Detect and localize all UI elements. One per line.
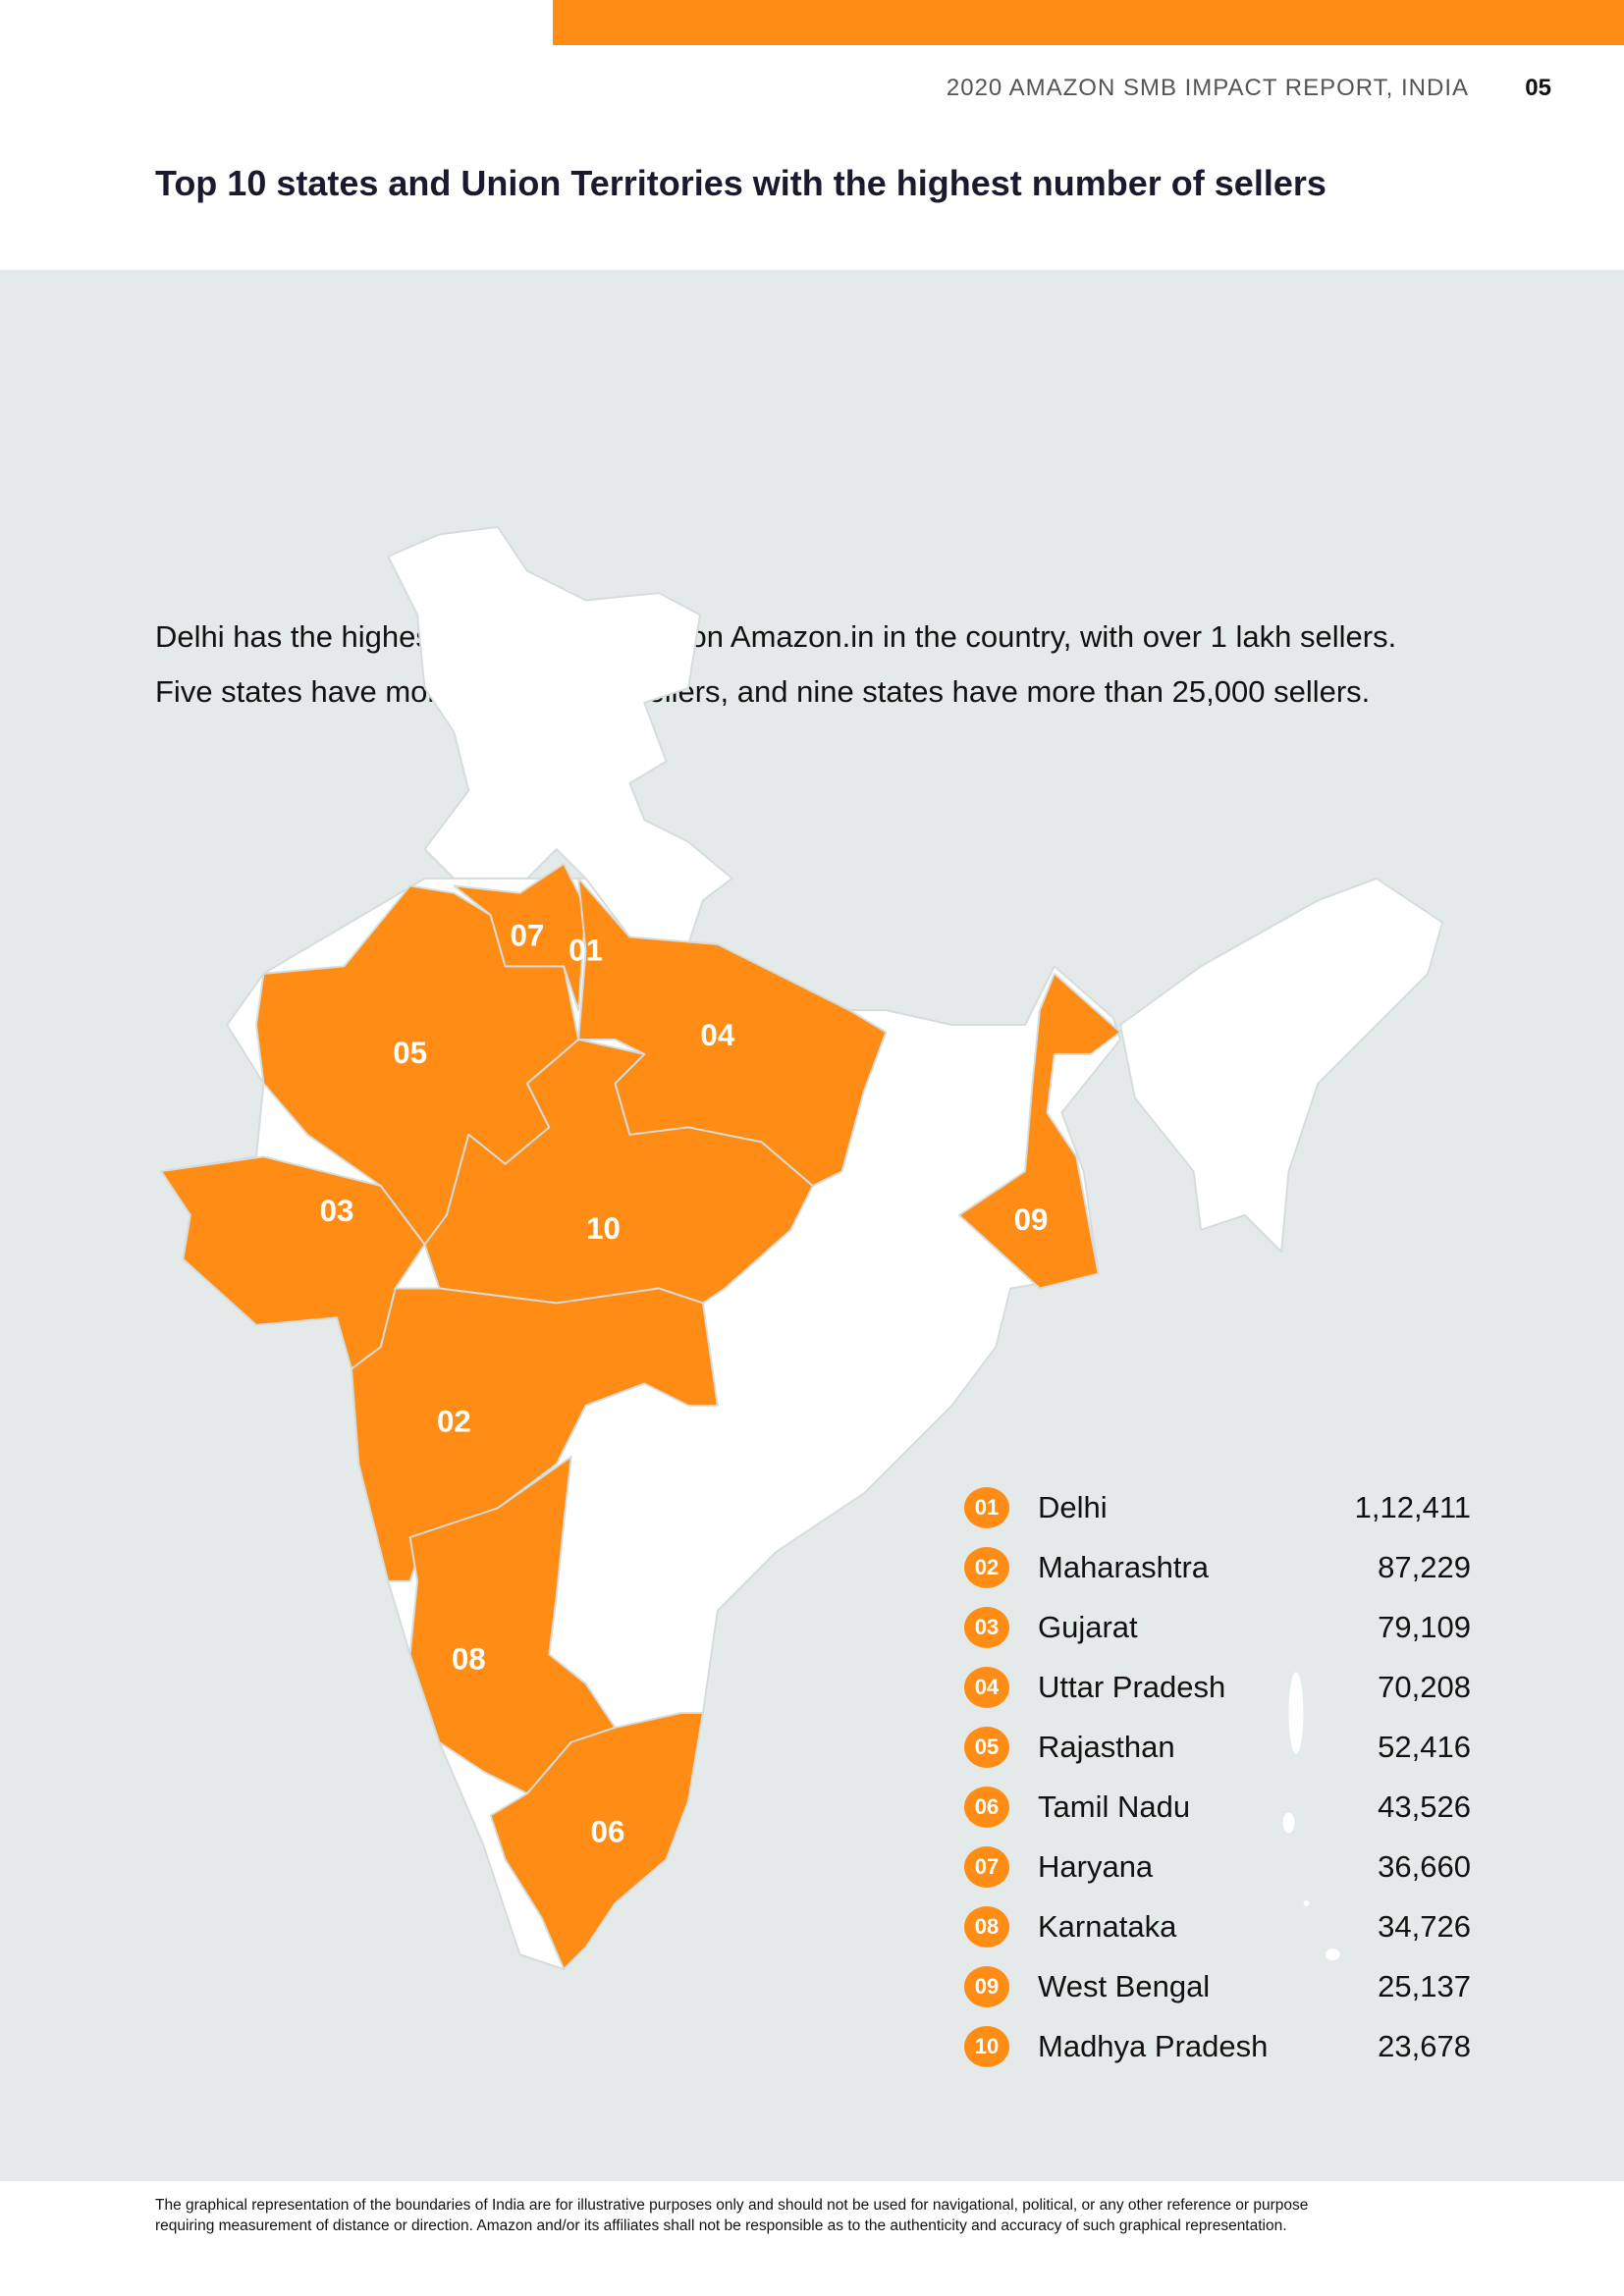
state-name: Uttar Pradesh <box>1038 1670 1226 1704</box>
rank-badge: 07 <box>964 1846 1009 1888</box>
state-name: Haryana <box>1038 1849 1154 1884</box>
state-name: Maharashtra <box>1038 1550 1210 1584</box>
legend-row: 08 Karnataka 34,726 <box>960 1896 1471 1956</box>
map-label: 01 <box>568 933 603 967</box>
state-name: Karnataka <box>1038 1909 1177 1944</box>
page-title: Top 10 states and Union Territories with… <box>155 163 1326 203</box>
intro-line: Delhi has the highest number of sellers … <box>155 619 1397 654</box>
state-name: Madhya Pradesh <box>1038 2029 1269 2063</box>
intro-line: Five states have more than 50,000 seller… <box>155 674 1371 709</box>
region-north <box>387 525 733 945</box>
intro-paragraph: Delhi has the highest number of sellers … <box>155 610 1396 720</box>
legend-row: 01 Delhi 1,12,411 <box>960 1477 1471 1537</box>
running-header: 2020 AMAZON SMB IMPACT REPORT, INDIA 05 <box>0 75 1624 104</box>
island <box>1325 1949 1340 1961</box>
legend-row: 02 Maharashtra 87,229 <box>960 1537 1471 1597</box>
legend-row: 07 Haryana 36,660 <box>960 1837 1471 1896</box>
state-west-bengal <box>957 972 1121 1290</box>
seller-count: 34,726 <box>1378 1909 1471 1944</box>
seller-count: 25,137 <box>1378 1969 1471 2003</box>
rank-badge: 04 <box>964 1667 1009 1708</box>
map-label: 07 <box>511 919 545 953</box>
region-northeast <box>1119 877 1444 1254</box>
map-label: 04 <box>700 1018 734 1052</box>
rank-badge: 10 <box>964 2026 1009 2067</box>
seller-count: 1,12,411 <box>1354 1490 1471 1524</box>
rank-badge: 05 <box>964 1727 1009 1768</box>
legend-row: 03 Gujarat 79,109 <box>960 1597 1471 1657</box>
rank-badge: 03 <box>964 1607 1009 1648</box>
state-name: Tamil Nadu <box>1038 1789 1191 1824</box>
rank-badge: 09 <box>964 1966 1009 2007</box>
state-name: Rajasthan <box>1038 1730 1175 1764</box>
legend-row: 06 Tamil Nadu 43,526 <box>960 1777 1471 1837</box>
map-label: 03 <box>320 1194 354 1228</box>
island <box>1303 1899 1310 1906</box>
disclaimer: The graphical representation of the boun… <box>155 2195 1510 2236</box>
state-tamil-nadu <box>489 1712 704 1971</box>
state-name: Delhi <box>1038 1490 1108 1524</box>
map-label: 10 <box>586 1211 621 1246</box>
disclaimer-line: The graphical representation of the boun… <box>155 2197 1309 2214</box>
disclaimer-line: requiring measurement of distance or dir… <box>155 2217 1287 2234</box>
state-name: Gujarat <box>1038 1610 1138 1644</box>
map-label: 02 <box>437 1405 471 1439</box>
legend-row: 09 West Bengal 25,137 <box>960 1956 1471 2016</box>
map-label: 09 <box>1014 1202 1049 1237</box>
rank-badge: 02 <box>964 1547 1009 1588</box>
map-label: 08 <box>452 1641 486 1676</box>
map-label: 06 <box>591 1814 625 1848</box>
seller-count: 79,109 <box>1378 1610 1471 1644</box>
seller-count: 36,660 <box>1378 1849 1471 1884</box>
seller-count: 23,678 <box>1378 2029 1471 2063</box>
accent-bar <box>553 0 1624 45</box>
seller-count: 70,208 <box>1378 1670 1471 1704</box>
state-haryana-delhi <box>453 863 587 1012</box>
island <box>1282 1812 1295 1834</box>
legend-row: 05 Rajasthan 52,416 <box>960 1717 1471 1777</box>
legend-row: 10 Madhya Pradesh 23,678 <box>960 2016 1471 2076</box>
legend: 01 Delhi 1,12,411 02 Maharashtra 87,229 03… <box>960 1477 1471 2076</box>
island <box>1288 1672 1304 1754</box>
seller-count: 52,416 <box>1378 1730 1471 1764</box>
legend-row: 04 Uttar Pradesh 70,208 <box>960 1657 1471 1717</box>
state-name: West Bengal <box>1038 1969 1211 2003</box>
seller-count: 43,526 <box>1378 1789 1471 1824</box>
state-maharashtra <box>350 1287 719 1582</box>
rank-badge: 08 <box>964 1906 1009 1948</box>
page-number: 05 <box>1525 75 1551 101</box>
map-label: 05 <box>393 1036 427 1070</box>
seller-count: 87,229 <box>1378 1550 1471 1584</box>
rank-badge: 06 <box>964 1787 1009 1828</box>
rank-badge: 01 <box>964 1487 1009 1528</box>
report-title: 2020 AMAZON SMB IMPACT REPORT, INDIA <box>946 75 1469 101</box>
